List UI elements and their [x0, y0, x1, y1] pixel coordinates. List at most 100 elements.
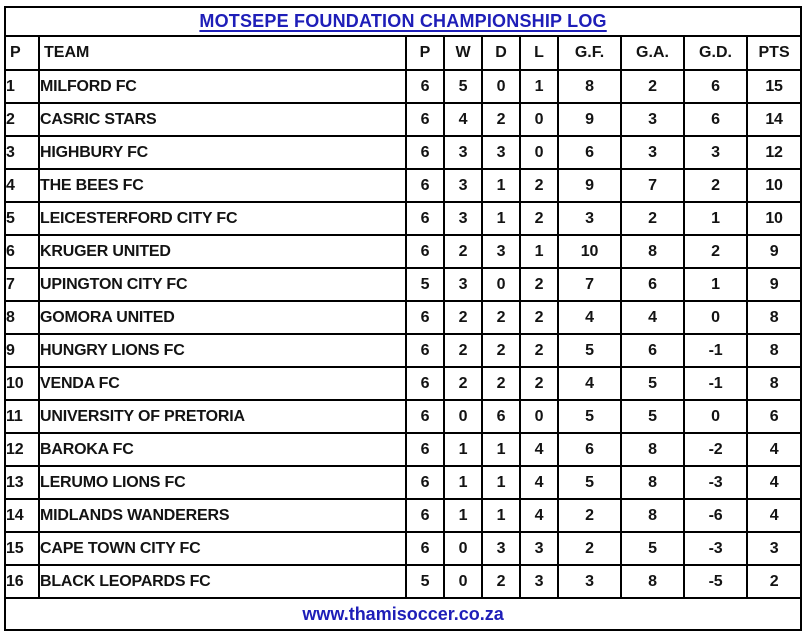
cell-played: 6: [405, 531, 445, 566]
header-cell-won: W: [443, 35, 483, 71]
cell-drawn: 2: [481, 300, 521, 335]
cell-ga: 5: [620, 531, 685, 566]
cell-lost: 3: [519, 564, 559, 599]
cell-pos: 16: [4, 564, 40, 599]
table-row: 4 THE BEES FC 6 3 1 2 9 7 2 10: [4, 168, 803, 203]
cell-drawn: 2: [481, 366, 521, 401]
cell-gf: 2: [557, 498, 622, 533]
cell-gd: -3: [683, 465, 748, 500]
cell-gd: 0: [683, 399, 748, 434]
cell-won: 2: [443, 300, 483, 335]
cell-lost: 0: [519, 399, 559, 434]
cell-ga: 2: [620, 69, 685, 104]
header-row: P TEAM P W D L G.F. G.A. G.D. PTS: [4, 35, 803, 71]
cell-pts: 2: [745, 564, 803, 599]
cell-pts: 14: [745, 102, 803, 137]
cell-ga: 8: [620, 234, 685, 269]
cell-pos: 2: [4, 102, 40, 137]
table-row: 2 CASRIC STARS 6 4 2 0 9 3 6 14: [4, 102, 803, 137]
cell-pts: 6: [745, 399, 803, 434]
cell-gd: 2: [683, 234, 748, 269]
table-row: 10 VENDA FC 6 2 2 2 4 5 -1 8: [4, 366, 803, 401]
cell-lost: 4: [519, 498, 559, 533]
cell-gf: 4: [557, 300, 622, 335]
cell-played: 6: [405, 168, 445, 203]
cell-gd: 1: [683, 267, 748, 302]
cell-team: CAPE TOWN CITY FC: [38, 531, 407, 566]
cell-played: 6: [405, 69, 445, 104]
cell-gf: 10: [557, 234, 622, 269]
cell-gd: -1: [683, 366, 748, 401]
cell-pts: 4: [745, 498, 803, 533]
cell-pos: 3: [4, 135, 40, 170]
cell-won: 0: [443, 399, 483, 434]
cell-drawn: 1: [481, 432, 521, 467]
cell-gd: 6: [683, 102, 748, 137]
cell-drawn: 2: [481, 102, 521, 137]
cell-gf: 7: [557, 267, 622, 302]
cell-pts: 8: [745, 300, 803, 335]
cell-pos: 9: [4, 333, 40, 368]
cell-gd: -6: [683, 498, 748, 533]
cell-gf: 5: [557, 399, 622, 434]
cell-drawn: 1: [481, 465, 521, 500]
cell-won: 4: [443, 102, 483, 137]
cell-pts: 8: [745, 366, 803, 401]
cell-ga: 6: [620, 267, 685, 302]
cell-pos: 13: [4, 465, 40, 500]
cell-team: KRUGER UNITED: [38, 234, 407, 269]
cell-team: THE BEES FC: [38, 168, 407, 203]
cell-lost: 2: [519, 366, 559, 401]
cell-ga: 8: [620, 465, 685, 500]
cell-lost: 0: [519, 102, 559, 137]
cell-drawn: 3: [481, 531, 521, 566]
cell-drawn: 3: [481, 135, 521, 170]
cell-drawn: 1: [481, 201, 521, 236]
cell-gf: 4: [557, 366, 622, 401]
cell-team: LERUMO LIONS FC: [38, 465, 407, 500]
cell-pts: 9: [745, 267, 803, 302]
cell-pos: 4: [4, 168, 40, 203]
cell-lost: 2: [519, 300, 559, 335]
header-cell-team: TEAM: [38, 35, 407, 71]
cell-played: 5: [405, 267, 445, 302]
cell-ga: 8: [620, 498, 685, 533]
cell-played: 6: [405, 432, 445, 467]
table-row: 3 HIGHBURY FC 6 3 3 0 6 3 3 12: [4, 135, 803, 170]
cell-team: UPINGTON CITY FC: [38, 267, 407, 302]
footer-row: www.thamisoccer.co.za: [3, 597, 803, 631]
cell-pos: 12: [4, 432, 40, 467]
cell-pts: 10: [745, 168, 803, 203]
title-row: MOTSEPE FOUNDATION CHAMPIONSHIP LOG: [3, 6, 803, 37]
cell-ga: 8: [620, 564, 685, 599]
cell-drawn: 1: [481, 168, 521, 203]
cell-pts: 4: [745, 465, 803, 500]
cell-won: 0: [443, 531, 483, 566]
cell-won: 3: [443, 168, 483, 203]
header-cell-played: P: [405, 35, 445, 71]
header-cell-lost: L: [519, 35, 559, 71]
cell-ga: 2: [620, 201, 685, 236]
cell-ga: 5: [620, 399, 685, 434]
cell-drawn: 2: [481, 564, 521, 599]
cell-pos: 14: [4, 498, 40, 533]
cell-lost: 1: [519, 234, 559, 269]
cell-pos: 8: [4, 300, 40, 335]
cell-drawn: 1: [481, 498, 521, 533]
cell-gd: 2: [683, 168, 748, 203]
cell-ga: 8: [620, 432, 685, 467]
cell-won: 5: [443, 69, 483, 104]
cell-lost: 2: [519, 168, 559, 203]
cell-gd: -1: [683, 333, 748, 368]
cell-played: 6: [405, 300, 445, 335]
cell-ga: 3: [620, 135, 685, 170]
cell-pts: 3: [745, 531, 803, 566]
cell-lost: 2: [519, 333, 559, 368]
cell-gf: 2: [557, 531, 622, 566]
cell-gf: 3: [557, 201, 622, 236]
cell-played: 6: [405, 102, 445, 137]
cell-ga: 6: [620, 333, 685, 368]
footer-url: www.thamisoccer.co.za: [302, 603, 504, 624]
table-row: 6 KRUGER UNITED 6 2 3 1 10 8 2 9: [4, 234, 803, 269]
cell-team: VENDA FC: [38, 366, 407, 401]
